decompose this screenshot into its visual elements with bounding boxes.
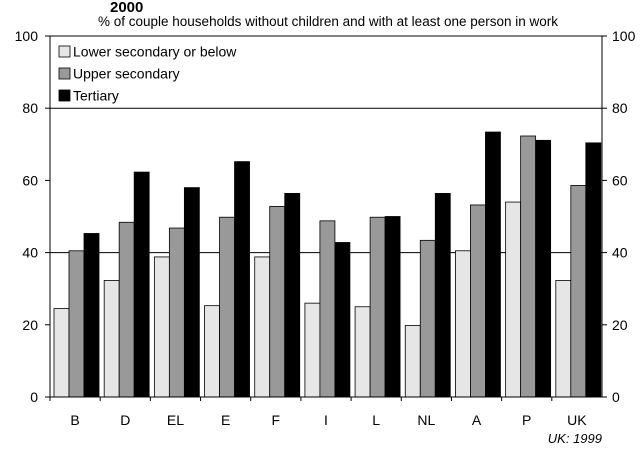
- bar-b-s1: [53, 308, 70, 398]
- bar-e-s1: [204, 305, 220, 398]
- chart-subtitle: % of couple households without children …: [98, 14, 558, 29]
- bar-e-s2: [219, 216, 235, 398]
- bar-i-s1: [304, 302, 321, 398]
- y-tick-label-right: 40: [612, 245, 628, 261]
- bar-nl-s1: [404, 325, 421, 398]
- bar-l-s2: [369, 216, 386, 398]
- bar-d-s3: [133, 171, 150, 398]
- chart-title: 2000: [110, 0, 143, 16]
- y-axis-right: 0 20 40 60 80 100: [602, 28, 636, 405]
- x-axis: B D EL E F I L NL A P UK: [49, 397, 587, 428]
- bar-e-s3: [234, 161, 250, 398]
- bar-i-s3: [334, 242, 351, 398]
- legend-label-s2: Upper secondary: [73, 66, 180, 82]
- bar-uk-s3: [585, 142, 602, 398]
- bar-a-s3: [485, 131, 501, 398]
- bars: [53, 131, 602, 398]
- bar-b-s3: [83, 233, 100, 398]
- bar-d-s1: [103, 279, 120, 398]
- x-tick-label-l: L: [372, 412, 380, 428]
- legend-label-s1: Lower secondary or below: [73, 44, 237, 60]
- bar-nl-s3: [434, 192, 451, 398]
- x-tick-label-nl: NL: [417, 412, 435, 428]
- y-tick-label-left: 100: [15, 28, 39, 44]
- bar-el-s3: [183, 187, 200, 398]
- y-tick-label-left: 80: [22, 100, 38, 116]
- legend-swatch-s3: [58, 89, 71, 102]
- bar-d-s2: [118, 221, 135, 398]
- x-tick-label-p: P: [522, 412, 531, 428]
- y-tick-label-right: 80: [612, 100, 628, 116]
- y-tick-label-left: 20: [22, 317, 38, 333]
- legend-label-s3: Tertiary: [73, 88, 119, 104]
- x-tick-label-d: D: [120, 412, 130, 428]
- legend: Lower secondary or below Upper secondary T…: [58, 44, 237, 104]
- bar-a-s2: [470, 204, 486, 398]
- bar-i-s2: [319, 220, 336, 398]
- bar-el-s1: [153, 256, 170, 398]
- y-tick-label-right: 0: [612, 389, 620, 405]
- bar-l-s3: [384, 216, 401, 398]
- bar-p-s3: [535, 139, 552, 398]
- bar-f-s3: [284, 192, 301, 398]
- bar-el-s2: [168, 227, 185, 398]
- bar-f-s1: [254, 256, 271, 398]
- x-tick-label-el: EL: [167, 412, 184, 428]
- x-tick-label-i: I: [324, 412, 328, 428]
- x-tick-label-b: B: [70, 412, 79, 428]
- bar-uk-s1: [555, 279, 572, 398]
- bar-l-s1: [354, 306, 371, 398]
- y-tick-label-right: 20: [612, 317, 628, 333]
- bar-b-s2: [68, 250, 85, 398]
- bar-p-s2: [520, 135, 537, 398]
- x-tick-label-a: A: [472, 412, 482, 428]
- bar-p-s1: [505, 201, 522, 398]
- bar-f-s2: [269, 205, 286, 398]
- legend-swatch-s2: [58, 67, 71, 80]
- bar-a-s1: [455, 250, 471, 398]
- bar-uk-s2: [570, 185, 587, 398]
- plot-frame: [49, 35, 603, 398]
- y-tick-label-left: 60: [22, 172, 38, 188]
- y-tick-label-right: 60: [612, 172, 628, 188]
- x-tick-label-e: E: [221, 412, 230, 428]
- y-axis-left: 0 20 40 60 80 100: [15, 28, 50, 405]
- bar-nl-s2: [419, 239, 436, 398]
- x-tick-label-f: F: [272, 412, 281, 428]
- footnote: UK: 1999: [548, 431, 602, 446]
- y-tick-label-left: 0: [30, 389, 38, 405]
- y-tick-label-right: 100: [612, 28, 636, 44]
- y-tick-label-left: 40: [22, 245, 38, 261]
- x-tick-label-uk: UK: [567, 412, 587, 428]
- legend-swatch-s1: [58, 45, 71, 58]
